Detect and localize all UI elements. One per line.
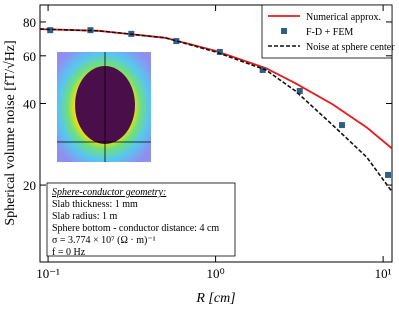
legend: Numerical approx. F-D + FEM Noise at spher… — [261, 4, 395, 59]
data-point — [338, 122, 345, 129]
annotation-line: σ = 3.774 × 10⁷ (Ω · m)⁻¹ — [52, 235, 156, 246]
data-point — [216, 48, 223, 55]
annotation-line: Slab thickness: 1 mm — [52, 199, 138, 210]
annotation-box: Sphere-conductor geometry:Slab thickness… — [46, 182, 236, 258]
x-tick-label: 10⁰ — [206, 266, 224, 281]
x-tick-label: 10¹ — [375, 266, 392, 281]
data-point — [173, 38, 180, 45]
inset-heatmap — [57, 52, 151, 162]
data-point — [296, 87, 303, 94]
data-point — [385, 171, 392, 178]
series-line — [39, 28, 393, 193]
y-tick-label: 20 — [23, 178, 36, 193]
annotation-line: Slab radius: 1 m — [52, 211, 117, 222]
data-point — [47, 27, 54, 34]
annotation-line: Sphere-conductor geometry: — [52, 187, 166, 198]
legend-label: Noise at sphere center — [306, 42, 395, 53]
x-tick-label: 10⁻¹ — [36, 266, 60, 281]
y-axis-label: Spherical volume noise [fT/√Hz] — [3, 40, 18, 225]
legend-label: F-D + FEM — [306, 27, 353, 38]
y-tick-label: 80 — [23, 15, 36, 30]
legend-swatch — [281, 28, 287, 34]
legend-label: Numerical approx. — [306, 12, 381, 23]
annotation-line: Sphere bottom - conductor distance: 4 cm — [52, 223, 219, 234]
y-tick-label: 40 — [23, 97, 36, 112]
annotation-line: f = 0 Hz — [52, 247, 86, 258]
data-point — [259, 66, 266, 73]
y-tick-label: 60 — [23, 49, 36, 64]
x-axis-label: R [cm] — [195, 291, 235, 306]
